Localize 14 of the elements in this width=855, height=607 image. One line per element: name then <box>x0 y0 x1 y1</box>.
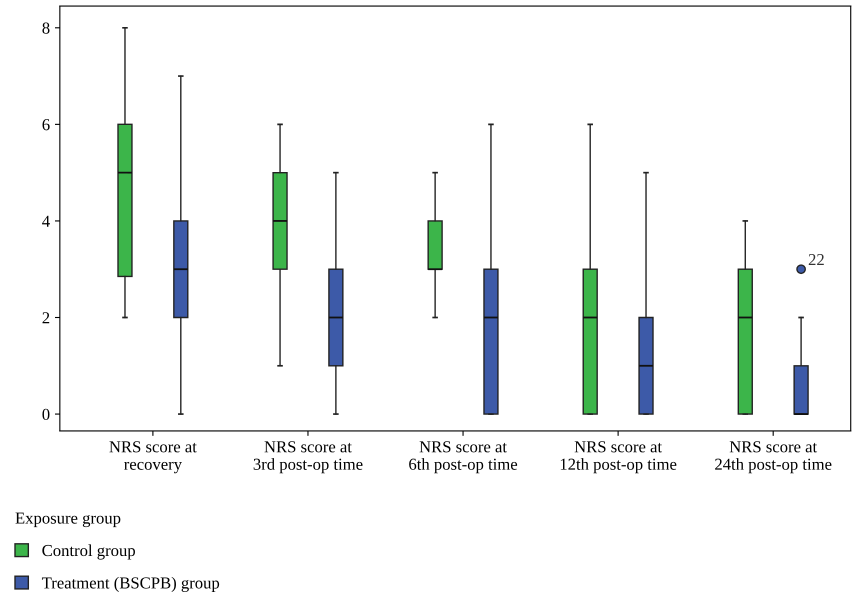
x-tick-label: NRS score at 12th post-op time <box>560 441 676 474</box>
x-tick-label: NRS score at 3rd post-op time <box>254 441 362 474</box>
y-tick-label: 0 <box>42 408 50 420</box>
x-tick-label: NRS score at 24th post-op time <box>715 441 832 474</box>
x-tick-label: NRS score at recovery <box>109 441 197 474</box>
y-tick-label: 8 <box>42 22 50 34</box>
y-tick-label: 2 <box>42 312 50 324</box>
legend-label: Control group <box>42 544 135 560</box>
legend-label: Treatment (BSCPB) group <box>42 576 220 592</box>
y-tick-label: 4 <box>42 216 50 227</box>
legend-title: Exposure group <box>15 512 120 528</box>
y-tick-label: 6 <box>42 119 50 130</box>
annotation: 22 <box>808 254 824 266</box>
x-tick-label: NRS score at 6th post-op time <box>409 441 518 474</box>
